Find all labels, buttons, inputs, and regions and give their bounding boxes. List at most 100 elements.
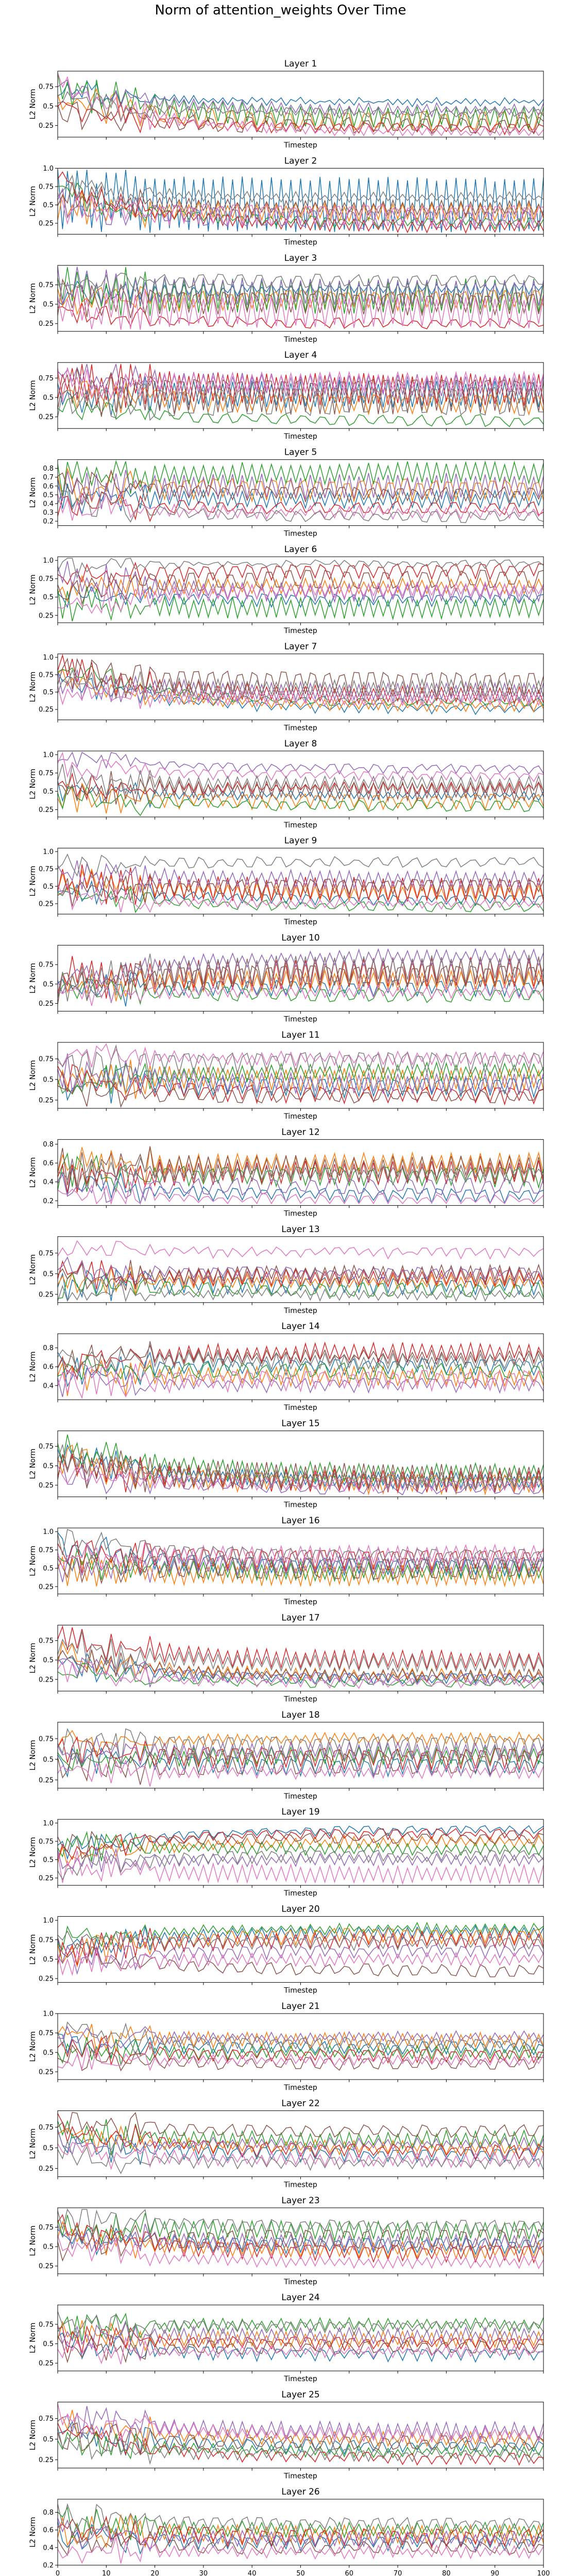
series-line-5	[58, 1256, 543, 1287]
panel-title: Layer 5	[284, 447, 317, 458]
panel-title: Layer 24	[281, 2292, 319, 2303]
series-line-3	[58, 1061, 543, 1095]
y-tick-label: 0.25	[39, 706, 54, 714]
series-line-8	[58, 1728, 543, 1768]
panel-layer-8: Layer 8 0.25 0.5 0.75 1.0 Timestep L2 Norm	[29, 739, 544, 829]
y-tick-label: 0.75	[39, 961, 54, 969]
series-line-6	[58, 1344, 543, 1373]
series-line-1	[58, 1825, 543, 1860]
series-line-5	[58, 1460, 543, 1495]
y-tick-label: 0.75	[39, 1250, 54, 1257]
panel-layer-22: Layer 22 0.25 0.5 0.75 Timestep L2 Norm	[29, 2098, 544, 2189]
series-line-5	[58, 188, 543, 229]
series-line-8	[58, 953, 543, 1002]
x-tick-label: 30	[199, 2570, 208, 2576]
series-line-6	[58, 569, 543, 606]
series-group	[58, 2208, 543, 2270]
x-axis-label: Timestep	[283, 238, 317, 246]
y-axis-label: L2 Norm	[29, 1740, 37, 1770]
series-line-2	[58, 2125, 543, 2156]
panel-layer-26: Layer 26 0.2 0.4 0.6 0.8 0 10 20 30 40 50 60 70 80 90 1…	[29, 2487, 550, 2576]
panel-layer-9: Layer 9 0.25 0.5 0.75 1.0 Timestep L2 Norm	[29, 836, 544, 926]
panel-layer-17: Layer 17 0.25 0.5 0.75 Timestep L2 Norm	[29, 1613, 544, 1703]
series-line-6	[58, 1551, 543, 1585]
y-tick-label: 0.2	[43, 518, 54, 526]
y-tick-label: 0.8	[43, 1141, 54, 1149]
panel-layer-2: Layer 2 0.25 0.5 0.75 1.0 Timestep L2 Norm	[29, 156, 544, 246]
y-tick-label: 0.8	[43, 2509, 54, 2517]
series-line-6	[58, 1146, 543, 1187]
series-line-5	[58, 2319, 543, 2350]
series-line-7	[58, 367, 543, 402]
y-axis-label: L2 Norm	[29, 186, 37, 217]
series-line-8	[58, 2427, 543, 2465]
x-axis-label: Timestep	[283, 336, 317, 344]
series-line-4	[58, 171, 543, 234]
series-line-5	[58, 1944, 543, 1975]
x-axis-label: Timestep	[283, 724, 317, 732]
series-line-8	[58, 2503, 543, 2536]
y-tick-label: 0.75	[39, 1838, 54, 1846]
y-axis-label: L2 Norm	[29, 1449, 37, 1479]
y-tick-label: 1.0	[43, 1528, 54, 1536]
series-line-6	[58, 2530, 543, 2556]
panel-layer-10: Layer 10 0.25 0.5 0.75 Timestep L2 Norm	[29, 933, 544, 1024]
series-line-1	[58, 79, 543, 108]
panel-title: Layer 23	[281, 2196, 319, 2206]
series-line-4	[58, 2035, 543, 2065]
x-axis-label: Timestep	[283, 1016, 317, 1024]
series-line-7	[58, 492, 543, 521]
y-tick-label: 0.8	[43, 465, 54, 473]
y-tick-label: 1.0	[43, 654, 54, 662]
y-axis-label: L2 Norm	[29, 1643, 37, 1673]
x-tick-label: 80	[442, 2570, 451, 2576]
series-line-7	[58, 1043, 543, 1068]
series-line-1	[58, 2332, 543, 2363]
panel-layer-12: Layer 12 0.2 0.4 0.6 0.8 Timestep L2 Norm	[29, 1127, 544, 1218]
panel-title: Layer 11	[281, 1030, 319, 1040]
series-group	[58, 1625, 543, 1689]
series-line-6	[58, 368, 543, 417]
series-group	[58, 2503, 543, 2564]
x-axis-label: Timestep	[283, 2278, 317, 2286]
y-tick-label: 0.75	[39, 1547, 54, 1554]
series-group	[58, 460, 543, 523]
series-line-8	[58, 91, 543, 122]
series-line-8	[58, 2311, 543, 2340]
y-tick-label: 0.5	[43, 1076, 54, 1084]
panel-title: Layer 3	[284, 253, 317, 263]
series-line-1	[58, 671, 543, 716]
series-line-6	[58, 1260, 543, 1291]
y-tick-label: 0.6	[43, 483, 54, 490]
series-line-6	[58, 963, 543, 1004]
series-line-5	[58, 79, 543, 118]
series-group	[58, 2403, 543, 2466]
y-tick-label: 0.25	[39, 806, 54, 814]
series-line-6	[58, 2224, 543, 2262]
y-tick-label: 0.25	[39, 320, 54, 328]
x-tick-label: 70	[394, 2570, 402, 2576]
series-line-5	[58, 2025, 543, 2049]
y-tick-label: 0.5	[43, 1270, 54, 1278]
panel-layer-21: Layer 21 0.25 0.5 0.75 1.0 Timestep L2 Norm	[29, 2001, 544, 2092]
series-group	[58, 751, 543, 817]
panel-layer-14: Layer 14 0.4 0.6 0.8 Timestep L2 Norm	[29, 1321, 544, 1412]
panel-layer-11: Layer 11 0.25 0.5 0.75 Timestep L2 Norm	[29, 1030, 544, 1121]
series-line-2	[58, 374, 543, 416]
panel-title: Layer 26	[281, 2487, 319, 2497]
series-line-8	[58, 853, 543, 878]
panel-title: Layer 7	[284, 641, 317, 652]
series-line-8	[58, 1044, 543, 1086]
y-axis-label: L2 Norm	[29, 89, 37, 119]
y-tick-label: 0.2	[43, 2562, 54, 2570]
series-line-6	[58, 278, 543, 319]
y-tick-label: 0.5	[43, 980, 54, 988]
series-line-6	[58, 1649, 543, 1684]
series-line-8	[58, 383, 543, 421]
x-axis-label: Timestep	[283, 1987, 317, 1995]
panel-layer-16: Layer 16 0.25 0.5 0.75 1.0 Timestep L2 Norm	[29, 1516, 544, 1606]
series-group	[58, 1434, 543, 1495]
series-line-7	[58, 2403, 543, 2444]
panel-title: Layer 8	[284, 739, 317, 749]
